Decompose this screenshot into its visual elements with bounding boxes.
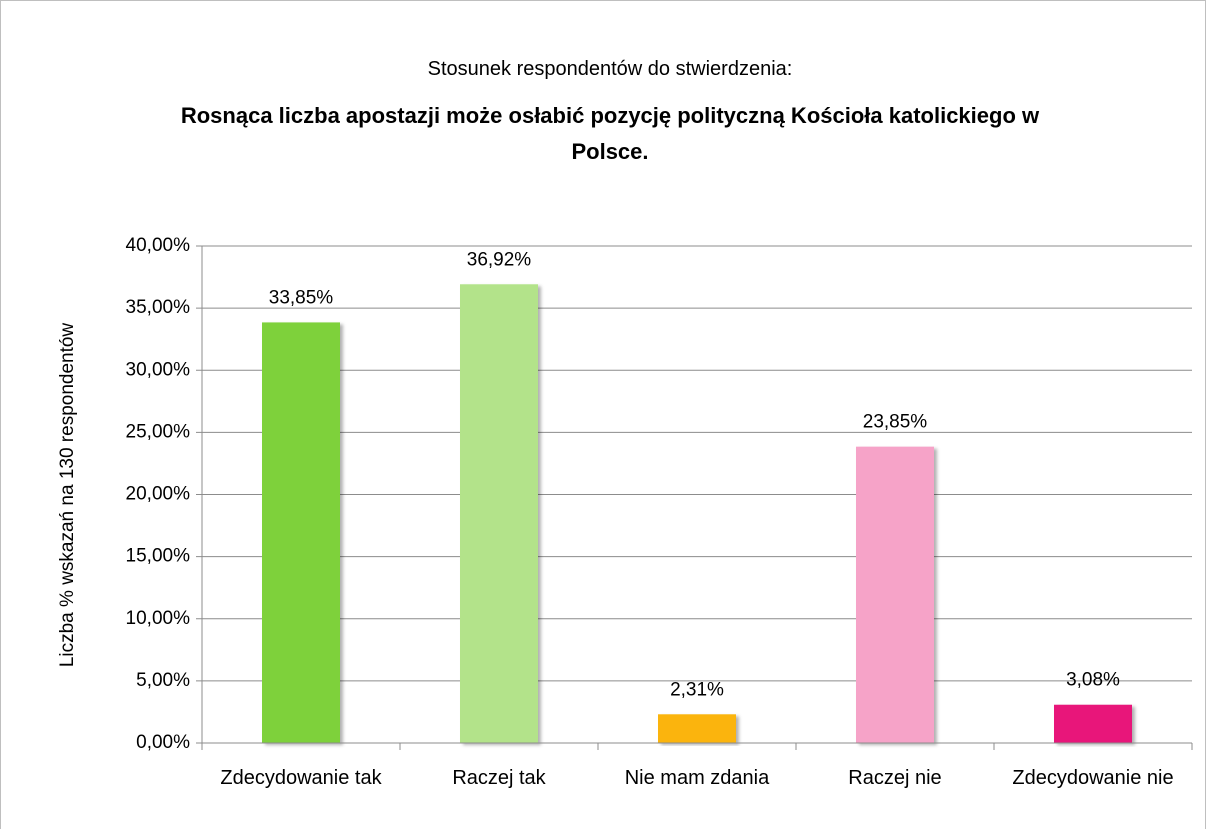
data-label: 23,85% — [863, 412, 928, 433]
y-axis-label: Liczba % wskazań na 130 respondentów — [57, 323, 78, 668]
data-label: 2,31% — [670, 679, 724, 700]
y-tick-label: 10,00% — [126, 608, 191, 629]
y-tick-label: 15,00% — [126, 546, 191, 567]
data-label: 36,92% — [467, 249, 532, 270]
y-tick-label: 35,00% — [126, 297, 191, 318]
chart-subtitle: Stosunek respondentów do stwierdzenia: — [427, 58, 793, 80]
y-tick-label: 20,00% — [126, 484, 191, 505]
y-tick-label: 0,00% — [136, 732, 190, 753]
bar — [460, 284, 538, 743]
y-tick-label: 40,00% — [126, 235, 191, 256]
bar — [262, 322, 340, 743]
y-tick-label: 5,00% — [136, 670, 190, 691]
data-label: 33,85% — [269, 287, 334, 308]
x-tick-label: Raczej tak — [452, 767, 546, 789]
x-tick-label: Raczej nie — [848, 767, 942, 789]
x-tick-label: Zdecydowanie tak — [220, 767, 382, 789]
x-tick-label: Nie mam zdania — [624, 767, 770, 789]
bar — [1054, 704, 1132, 743]
bar — [658, 714, 736, 743]
data-label: 3,08% — [1066, 670, 1120, 691]
y-tick-label: 30,00% — [126, 359, 191, 380]
chart-title: Rosnąca liczba apostazji może osłabić po… — [180, 103, 1040, 164]
bar — [856, 446, 934, 743]
y-tick-label: 25,00% — [126, 421, 191, 442]
x-tick-label: Zdecydowanie nie — [1012, 767, 1174, 789]
